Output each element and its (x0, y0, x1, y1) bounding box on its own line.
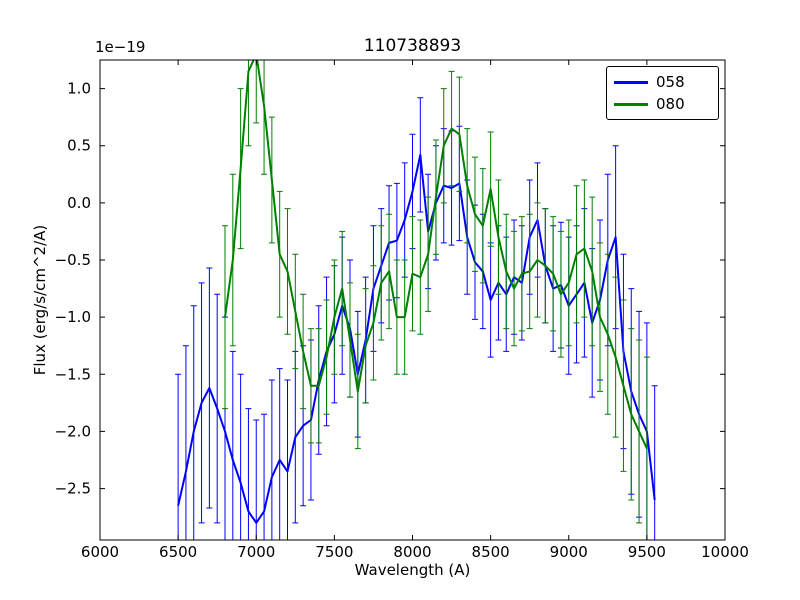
y-tick-label: −0.5 (55, 251, 91, 269)
x-tick-label: 8000 (393, 543, 431, 561)
x-tick-label: 9500 (628, 543, 666, 561)
y-axis-offset-text: 1e−19 (95, 38, 146, 56)
x-tick-label: 6500 (159, 543, 197, 561)
y-tick-label: −1.0 (55, 308, 91, 326)
y-tick-label: −2.5 (55, 480, 91, 498)
legend-line-sample (614, 80, 648, 84)
y-tick-label: −1.5 (55, 365, 91, 383)
legend-item-058: 058 (614, 71, 718, 93)
x-tick-label: 7000 (237, 543, 275, 561)
y-axis-label: Flux (erg/s/cm^2/A) (31, 224, 49, 376)
legend-line-sample (614, 102, 648, 106)
x-tick-label: 7500 (315, 543, 353, 561)
legend-label: 080 (656, 94, 685, 113)
y-tick-label: 0.0 (67, 194, 91, 212)
x-tick-label: 9000 (550, 543, 588, 561)
line-080 (224, 60, 648, 449)
y-tick-label: 0.5 (67, 137, 91, 155)
series-080 (222, 60, 650, 540)
line-058 (177, 153, 656, 524)
legend: 058 080 (606, 66, 719, 120)
x-tick-label: 6000 (81, 543, 119, 561)
y-tick-label: 1.0 (67, 80, 91, 98)
legend-label: 058 (656, 72, 685, 91)
x-axis-label: Wavelength (A) (354, 561, 471, 579)
x-tick-label: 10000 (701, 543, 749, 561)
y-tick-label: −2.0 (55, 422, 91, 440)
chart-title: 110738893 (363, 36, 462, 56)
legend-item-080: 080 (614, 93, 718, 115)
x-tick-label: 8500 (472, 543, 510, 561)
